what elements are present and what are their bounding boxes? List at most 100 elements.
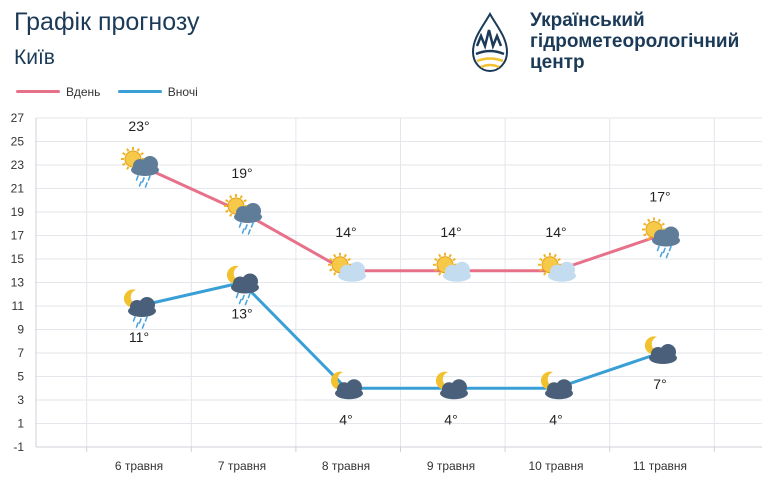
y-tick-label: 11	[12, 299, 25, 313]
y-tick-label: 23	[11, 158, 25, 172]
sun-ray	[333, 253, 337, 258]
sun-cloud-icon	[433, 252, 471, 282]
y-tick-label: 27	[11, 111, 25, 125]
sun-ray	[243, 199, 247, 203]
sun-ray	[122, 152, 126, 156]
sun-cloud-icon	[328, 252, 366, 282]
sun-ray	[438, 253, 442, 258]
rain-drop	[247, 292, 251, 299]
x-axis: 6 травня 7 травня 8 травня 9 травня 10 травн…	[86, 447, 715, 473]
cloud-part	[451, 379, 467, 396]
sun-ray	[643, 222, 647, 226]
sun-ray	[329, 257, 333, 262]
rain-drop	[247, 229, 251, 235]
logo: Український гідрометеорологічний центр	[466, 10, 765, 74]
y-tick-label: 3	[17, 393, 24, 407]
rain-drop	[241, 294, 245, 301]
rain-drop	[238, 222, 242, 228]
cloud-part	[454, 261, 470, 278]
night-value-label: 7°	[653, 376, 666, 392]
rain-drop	[144, 316, 148, 322]
cloud-icon	[545, 379, 573, 400]
cloud-icon	[652, 226, 680, 247]
legend-swatch-night	[117, 90, 162, 93]
logo-line-1: Український	[530, 10, 645, 31]
rain-drop	[138, 318, 142, 324]
sun-ray	[434, 268, 438, 272]
sun-ray	[229, 213, 233, 217]
sun-ray	[448, 253, 452, 258]
moon-cloud-icon	[330, 371, 363, 400]
rain-drops	[238, 222, 254, 235]
sun-cloud-rain-icon	[642, 217, 680, 259]
night-value-label: 4°	[339, 411, 352, 427]
series-line-night	[137, 281, 662, 390]
cloud-part	[245, 203, 261, 219]
rain-drop	[250, 222, 254, 228]
x-tick-label: 10 травня	[528, 459, 583, 473]
sun-ray	[122, 162, 126, 166]
city-name: Київ	[14, 46, 55, 69]
day-value-label: 14°	[335, 224, 356, 240]
y-tick-label: -1	[13, 440, 24, 454]
cloud-icon	[443, 261, 471, 282]
series-line-day	[137, 163, 662, 273]
y-tick-label: 1	[17, 417, 24, 431]
rain-drop	[141, 323, 145, 329]
y-axis: 27 25 23 21 19 17 15 13 11 9 7 5 3 1 -1	[11, 111, 25, 454]
page-title: Графік прогнозу	[14, 8, 200, 36]
logo-drop-icon	[471, 12, 509, 73]
night-value-label: 13°	[231, 306, 252, 322]
rain-drop	[138, 181, 142, 187]
moon-icon	[226, 265, 243, 284]
legend-item-day[interactable]: Вдень	[16, 85, 100, 99]
cloud-part	[556, 379, 572, 396]
sun-ray	[126, 166, 130, 170]
sun-cloud-rain-icon	[121, 147, 159, 188]
moon-icon	[330, 371, 347, 390]
sun-ray	[661, 222, 665, 226]
moon-icon	[123, 289, 140, 308]
rain-drop	[668, 245, 672, 252]
sun-ray	[239, 195, 243, 199]
cloud-part	[346, 379, 362, 396]
series-lines	[137, 163, 662, 390]
sun-ray	[126, 148, 130, 152]
moon-icon	[435, 371, 452, 390]
logo-text: Український гідрометеорологічний центр	[530, 10, 739, 73]
cloud-icon	[649, 344, 677, 364]
weather-icons	[121, 147, 680, 400]
cloud-part	[242, 273, 258, 290]
moon-cloud-icon	[644, 336, 677, 364]
sun-ray	[543, 272, 547, 276]
sun-ray	[225, 199, 229, 203]
rain-drop	[132, 316, 136, 322]
night-value-label: 4°	[549, 411, 562, 427]
chart-legend: Вдень Вночі	[16, 82, 212, 99]
rain-drop	[659, 251, 663, 258]
rain-drop	[135, 322, 139, 328]
rain-drop	[235, 292, 239, 299]
rain-drop	[147, 175, 151, 181]
rain-drops	[656, 245, 672, 259]
rain-drop	[656, 245, 660, 252]
sun-ray	[647, 236, 651, 241]
cloud-icon	[548, 261, 576, 282]
moon-icon	[644, 336, 661, 355]
day-value-label: 23°	[128, 118, 149, 134]
rain-drops	[135, 175, 151, 188]
night-value-label: 11°	[129, 329, 149, 345]
sun-ray	[657, 218, 661, 223]
y-tick-label: 25	[11, 135, 25, 149]
y-tick-label: 21	[11, 182, 25, 196]
moon-icon	[540, 371, 557, 390]
sun-ray	[225, 209, 229, 213]
cloud-icon	[231, 273, 259, 294]
legend-item-night[interactable]: Вночі	[117, 85, 198, 99]
y-tick-label: 7	[17, 346, 24, 360]
sun-ray	[557, 257, 561, 262]
y-tick-label: 13	[11, 276, 25, 290]
rain-drop	[662, 247, 666, 254]
cloud-icon	[131, 156, 159, 176]
